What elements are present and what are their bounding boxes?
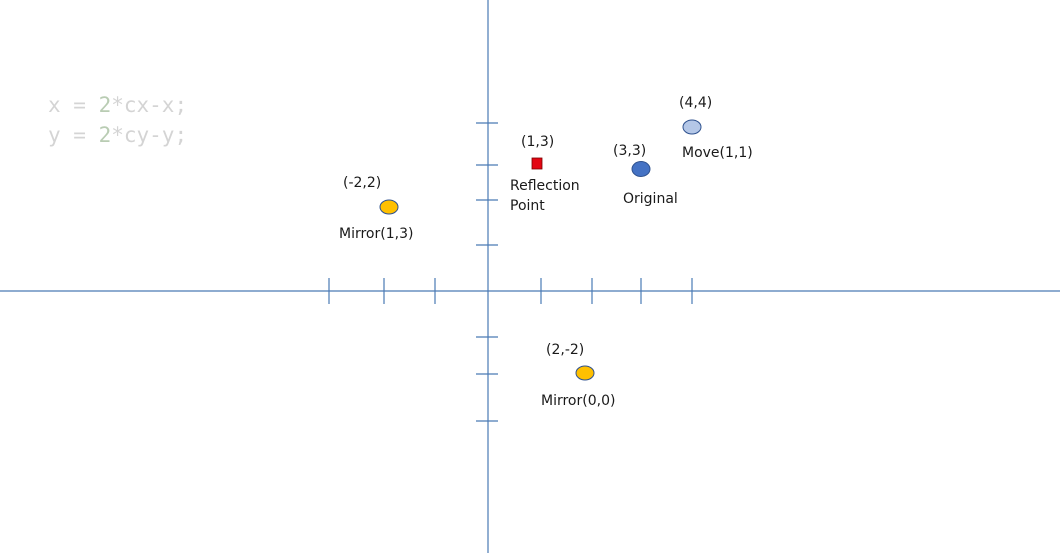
original-name-label: Original [623, 191, 678, 207]
reflection-coord-label: (1,3) [521, 134, 555, 150]
moved-point-marker [682, 119, 702, 135]
formula-line-y: y = 2*cy-y; [48, 123, 188, 147]
reflection-name-line2: Point [510, 198, 545, 214]
y-axis-ticks [476, 122, 498, 422]
moved-coord-label: (4,4) [679, 95, 713, 111]
mirror-0-0-coord-label: (2,-2) [546, 342, 585, 358]
mirror-1-3-point-marker [379, 199, 399, 215]
mirror-1-3-coord-label: (-2,2) [343, 175, 382, 191]
reflection-point-marker [531, 157, 543, 170]
moved-name-label: Move(1,1) [682, 145, 753, 161]
reflection-name-line1: Reflection [510, 178, 580, 194]
mirror-0-0-point-marker [575, 365, 595, 381]
mirror-0-0-name-label: Mirror(0,0) [541, 393, 616, 409]
formula-line-x: x = 2*cx-x; [48, 93, 188, 117]
original-point-marker [631, 161, 651, 177]
original-coord-label: (3,3) [613, 143, 647, 159]
mirror-1-3-name-label: Mirror(1,3) [339, 226, 414, 242]
x-axis-ticks [328, 278, 693, 304]
